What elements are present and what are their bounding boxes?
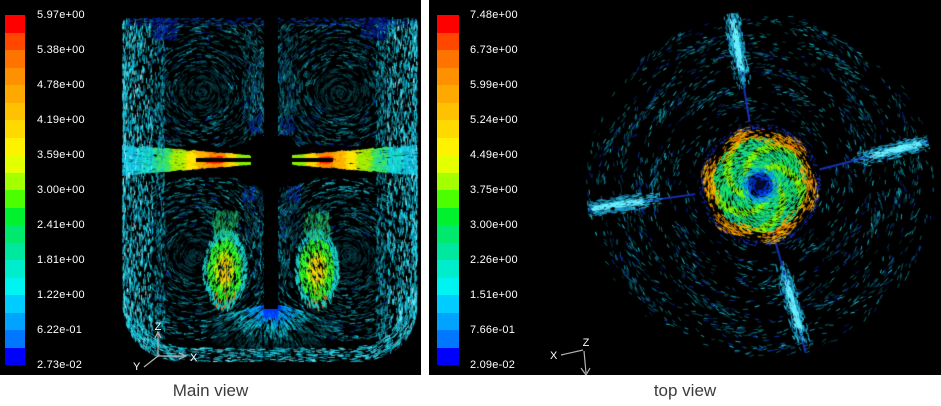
colorbar-segment <box>5 330 25 348</box>
colorbar-segment <box>5 312 25 330</box>
colorbar-segment <box>5 242 25 260</box>
colorbar-segment <box>5 347 25 365</box>
legend-label: 5.38e+00 <box>37 44 85 56</box>
axis-label-x: X <box>190 352 198 364</box>
colorbar-segment <box>437 102 459 120</box>
axis-label-z: Z <box>155 321 162 333</box>
legend-label: 6.73e+00 <box>470 44 518 56</box>
colorbar-segment <box>437 207 459 225</box>
colorbar-segment <box>437 260 459 278</box>
colorbar-segment <box>437 50 459 68</box>
colorbar-segment <box>437 277 459 295</box>
axis-label-y: Y <box>133 361 141 373</box>
legend-label: 1.81e+00 <box>37 254 85 266</box>
colorbar-segment <box>5 15 25 33</box>
colorbar-segment <box>437 347 459 365</box>
colorbar-segment <box>5 207 25 225</box>
main-view-colorbar <box>5 15 25 365</box>
legend-label: 7.66e-01 <box>470 324 516 336</box>
colorbar-segment <box>5 50 25 68</box>
colorbar-segment <box>437 242 459 260</box>
colorbar-segment <box>5 190 25 208</box>
legend-label: 1.22e+00 <box>37 289 85 301</box>
colorbar-segment <box>5 225 25 243</box>
main-view-vector-field <box>0 0 421 375</box>
caption-main-view: Main view <box>172 381 249 400</box>
legend-label: 4.78e+00 <box>37 79 85 91</box>
colorbar-segment <box>5 172 25 190</box>
legend-label: 2.41e+00 <box>37 219 85 231</box>
main-view-legend-labels: 5.97e+00 5.38e+00 4.78e+00 4.19e+00 3.59e+00… <box>37 9 107 371</box>
colorbar-segment <box>437 225 459 243</box>
colorbar-segment <box>5 295 25 313</box>
colorbar-segment <box>5 260 25 278</box>
colorbar-segment <box>5 67 25 85</box>
top-view-panel: 7.48e+00 6.73e+00 5.99e+00 5.24e+00 4.49e+00… <box>429 0 941 375</box>
axis-label-z: Z <box>583 337 590 349</box>
colorbar-segment <box>437 190 459 208</box>
colorbar-segment <box>5 32 25 50</box>
colorbar-segment <box>5 277 25 295</box>
legend-label: 7.48e+00 <box>470 9 518 21</box>
legend-label: 1.51e+00 <box>470 289 518 301</box>
top-view-colorbar <box>437 15 459 365</box>
legend-label: 5.99e+00 <box>470 79 518 91</box>
colorbar-segment <box>5 102 25 120</box>
legend-label: 4.19e+00 <box>37 114 85 126</box>
legend-label: 4.49e+00 <box>470 149 518 161</box>
colorbar-segment <box>437 67 459 85</box>
legend-label: 3.59e+00 <box>37 149 85 161</box>
legend-label: 2.09e-02 <box>470 359 516 371</box>
caption-bar: Main view top view <box>0 375 941 406</box>
colorbar-segment <box>437 330 459 348</box>
legend-label: 3.00e+00 <box>470 219 518 231</box>
main-view-axis-triad: Z X Y <box>133 321 198 373</box>
colorbar-segment <box>437 15 459 33</box>
colorbar-segment <box>437 295 459 313</box>
legend-label: 2.26e+00 <box>470 254 518 266</box>
colorbar-segment <box>437 312 459 330</box>
colorbar-segment <box>437 32 459 50</box>
top-view-vector-field <box>429 0 941 375</box>
legend-label: 3.75e+00 <box>470 184 518 196</box>
main-view-panel: 5.97e+00 5.38e+00 4.78e+00 4.19e+00 3.59e+00… <box>0 0 421 375</box>
legend-label: 5.24e+00 <box>470 114 518 126</box>
legend-label: 2.73e-02 <box>37 359 83 371</box>
legend-label: 6.22e-01 <box>37 324 83 336</box>
colorbar-segment <box>437 85 459 103</box>
colorbar-segment <box>5 137 25 155</box>
caption-top-view: top view <box>653 381 717 400</box>
legend-label: 3.00e+00 <box>37 184 85 196</box>
colorbar-segment <box>5 120 25 138</box>
top-view-axis-triad: Z X <box>550 337 591 375</box>
colorbar-segment <box>437 120 459 138</box>
colorbar-segment <box>5 155 25 173</box>
colorbar-segment <box>5 85 25 103</box>
colorbar-segment <box>437 172 459 190</box>
colorbar-segment <box>437 155 459 173</box>
legend-label: 5.97e+00 <box>37 9 85 21</box>
axis-label-x: X <box>550 350 558 362</box>
top-view-legend-labels: 7.48e+00 6.73e+00 5.99e+00 5.24e+00 4.49e+00… <box>470 9 540 371</box>
colorbar-segment <box>437 137 459 155</box>
